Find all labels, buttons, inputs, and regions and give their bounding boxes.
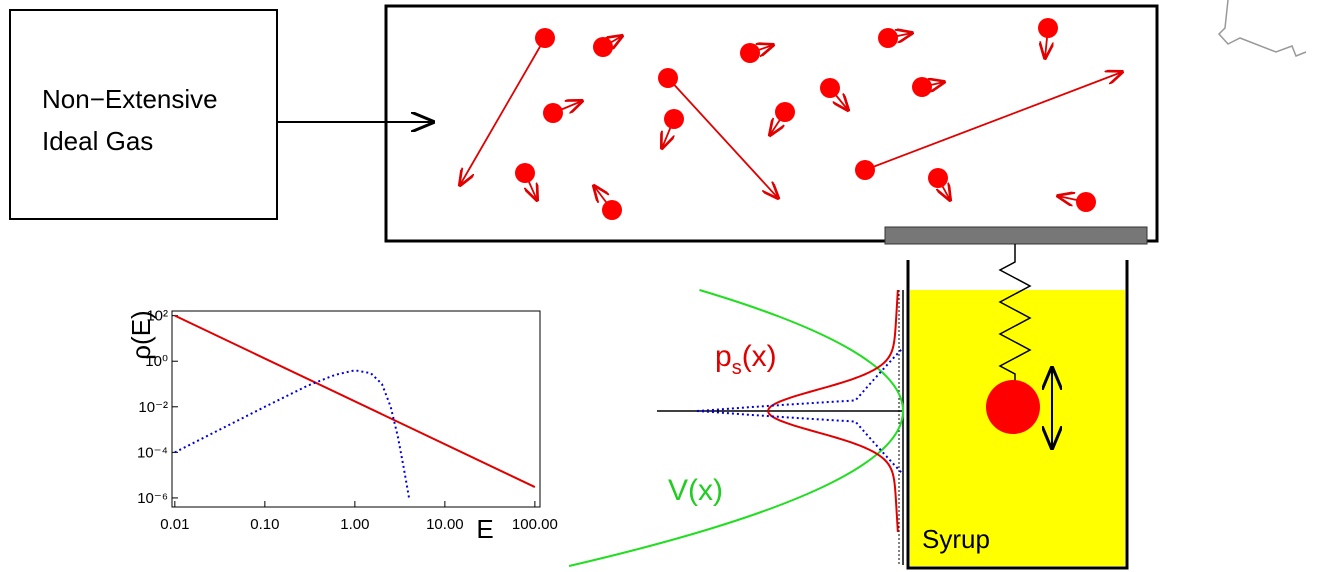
molecule [775,102,795,122]
source-box [10,10,277,219]
molecule [535,28,555,48]
molecule [855,160,875,180]
x-axis-label: E [476,514,493,544]
molecule [602,200,622,220]
potential-curves [569,290,903,566]
label-part: s [732,357,742,379]
v-label: V(x) [668,474,723,507]
molecule [515,163,535,183]
molecule [820,78,840,98]
label-part: p [715,340,732,373]
molecule [1038,18,1058,38]
random-walk-icon [1219,0,1306,56]
ps-curve [768,411,898,532]
x-tick-label: 100.00 [512,516,558,533]
molecule [658,68,678,88]
molecule [1076,192,1096,212]
gas-box [386,6,1157,241]
y-tick-label: 10⁻⁶ [137,490,168,507]
ps-curve [768,290,898,411]
molecules [460,18,1122,220]
y-axis-label: ρ(E) [126,310,156,359]
velocity-arrow [460,38,545,185]
x-tick-label: 10.00 [426,516,464,533]
x-tick-label: 1.00 [340,516,369,533]
y-tick-label: 10⁻² [138,399,168,416]
box-label: Non−Extensive [42,84,218,114]
series-line [175,370,409,498]
molecule [664,109,684,129]
molecule [912,77,932,97]
molecule [543,103,563,123]
x-tick-label: 0.01 [160,516,189,533]
dist-curve [697,411,903,474]
label-part: (x) [742,340,777,373]
ball [986,380,1040,434]
velocity-arrow [865,72,1122,170]
diagram: Non−Extensive Ideal Gas Syrup ps(x) V(x)… [0,0,1322,572]
series-line [175,316,535,487]
v-curve [569,290,903,566]
x-tick-label: 0.10 [250,516,279,533]
y-tick-label: 10⁻⁴ [137,444,168,461]
box-label: Ideal Gas [42,126,153,156]
ps-label: ps(x) [715,340,777,379]
molecule [593,37,613,57]
molecule [928,168,948,188]
molecule [740,43,760,63]
syrup-label: Syrup [922,524,990,554]
velocity-arrow [668,78,778,198]
plate [885,227,1147,244]
molecule [878,28,898,48]
